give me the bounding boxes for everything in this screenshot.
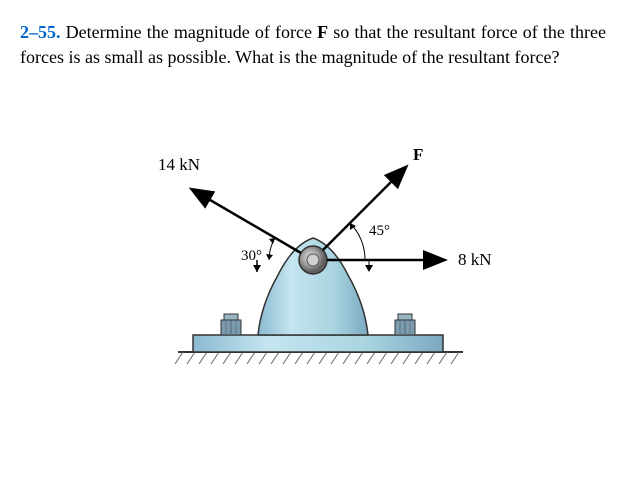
right-bolt	[395, 314, 415, 335]
diagram: 14 kN 30° F 45° 8 kN	[20, 110, 606, 390]
problem-number: 2–55.	[20, 22, 61, 42]
force-diagram-svg: 14 kN 30° F 45° 8 kN	[83, 110, 543, 390]
angle-45-label: 45°	[369, 223, 390, 239]
force-14kn-arrow	[193, 190, 301, 253]
angle-30-label: 30°	[241, 248, 262, 264]
force-F-arrow	[323, 168, 405, 250]
force-14kn-label: 14 kN	[158, 155, 200, 174]
angle-45-arc	[350, 223, 365, 260]
pin-inner	[307, 254, 319, 266]
problem-statement: 2–55. Determine the magnitude of force F…	[20, 20, 606, 70]
ground	[175, 352, 463, 364]
problem-text-1: Determine the magnitude of force	[66, 22, 318, 42]
left-bolt	[221, 314, 241, 335]
base-plate	[193, 335, 443, 352]
force-symbol: F	[317, 22, 328, 42]
force-F-label: F	[413, 145, 423, 164]
force-8kn-label: 8 kN	[458, 250, 492, 269]
